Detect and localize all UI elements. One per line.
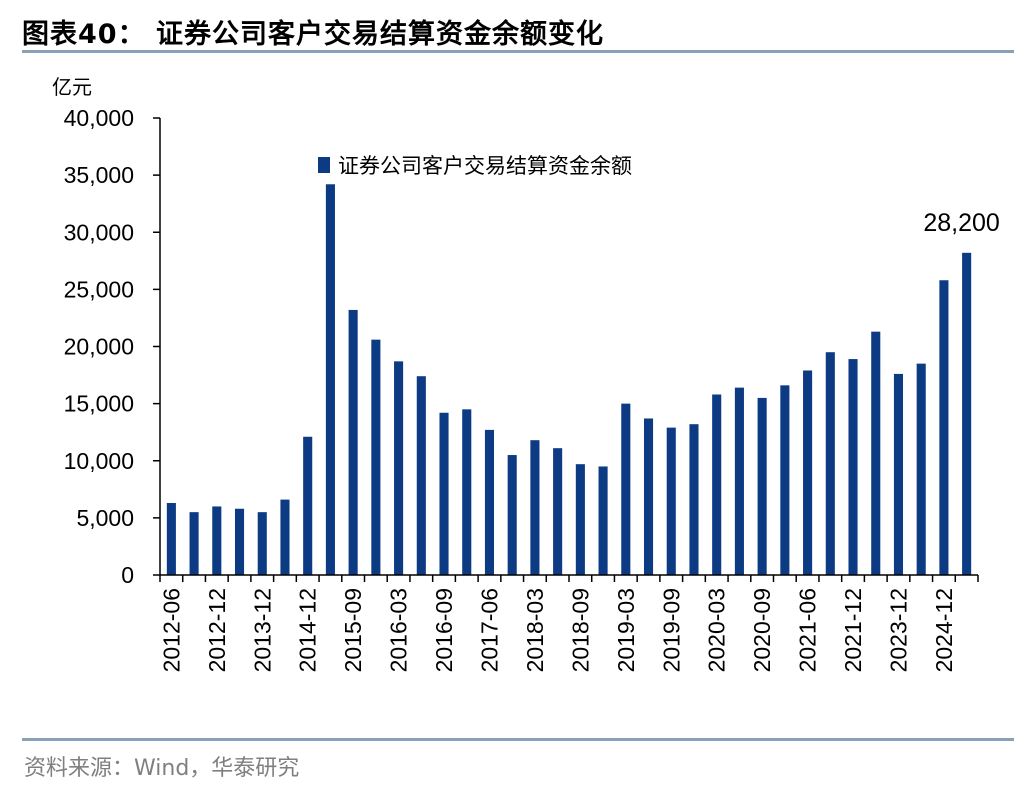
bar [666,427,676,575]
x-tick-label: 2019-09 [658,588,684,672]
y-tick-label: 15,000 [64,391,134,417]
figure-title: 图表40： 证券公司客户交易结算资金余额变化 [22,19,604,50]
bar [371,339,381,575]
bar [553,448,563,575]
source-note: 资料来源：Wind，华泰研究 [24,756,300,781]
bar [712,394,722,575]
y-tick-label: 10,000 [64,448,134,474]
bar [394,361,404,575]
y-tick-label: 40,000 [64,105,134,131]
x-tick-label: 2016-09 [431,588,457,672]
bar-series [166,184,972,576]
bar [280,499,290,575]
bar [189,512,199,575]
x-axis-ticks: 2012-06 2012-12 2013-12 2014-12 2015-09 2016-… [158,575,979,672]
bar [598,466,608,575]
x-tick-label: 2012-06 [158,588,184,672]
x-tick-label: 2023-12 [886,588,912,672]
y-tick-label: 0 [121,562,134,588]
bar [348,309,358,575]
bar [507,455,517,575]
x-tick-label: 2021-06 [795,588,821,672]
y-axis-ticks: 0 5,000 10,000 15,000 20,000 25,000 30,000 35,0… [64,105,160,588]
x-tick-label: 2015-09 [340,588,366,672]
bar [303,436,313,575]
bar [803,370,813,575]
x-tick-label: 2018-09 [567,588,593,672]
x-tick-label: 2018-03 [522,588,548,672]
bar [166,503,176,575]
bar [234,508,245,575]
bar [643,418,654,575]
x-tick-label: 2019-03 [613,588,639,672]
data-labels: 28,200 [923,209,999,237]
bar [825,352,835,575]
bar [621,403,631,576]
x-tick-label: 2020-09 [749,588,775,672]
x-tick-label: 2024-12 [931,588,957,672]
data-label: 28,200 [923,209,999,237]
bar [439,412,449,575]
y-axis-unit-label: 亿元 [52,75,92,99]
x-tick-label: 2012-12 [204,588,230,672]
bar [962,252,972,575]
y-tick-label: 35,000 [64,162,134,188]
bar [325,184,335,575]
y-tick-label: 30,000 [64,219,134,245]
legend-swatch [318,157,330,173]
x-tick-label: 2020-03 [704,588,730,672]
bar [871,331,881,575]
source-divider [22,738,1014,741]
bar [484,429,495,575]
y-tick-label: 25,000 [64,276,134,302]
x-tick-label: 2016-03 [386,588,412,672]
x-tick-label: 2017-06 [477,588,503,672]
legend: 证券公司客户交易结算资金余额 [318,154,632,178]
x-tick-label: 2021-12 [840,588,866,672]
bar [916,363,926,575]
bar [757,397,767,575]
legend-label: 证券公司客户交易结算资金余额 [338,154,632,178]
bar [530,440,540,575]
bar [689,424,699,575]
bar [939,280,949,575]
x-tick-label: 2014-12 [295,588,321,672]
bar [416,376,426,575]
y-tick-label: 5,000 [76,505,134,531]
bar [848,359,858,575]
bar-chart: 亿元 0 5,000 10,000 15,000 20,000 25,000 30,000 3… [52,75,1000,672]
bar [462,409,472,575]
bar [734,387,744,575]
title-divider [22,50,1014,53]
x-tick-label: 2013-12 [249,588,275,672]
bar [257,512,267,575]
bar [780,385,790,575]
y-tick-label: 20,000 [64,334,134,360]
bar [893,373,904,575]
bar [575,464,585,575]
bar [212,506,222,575]
